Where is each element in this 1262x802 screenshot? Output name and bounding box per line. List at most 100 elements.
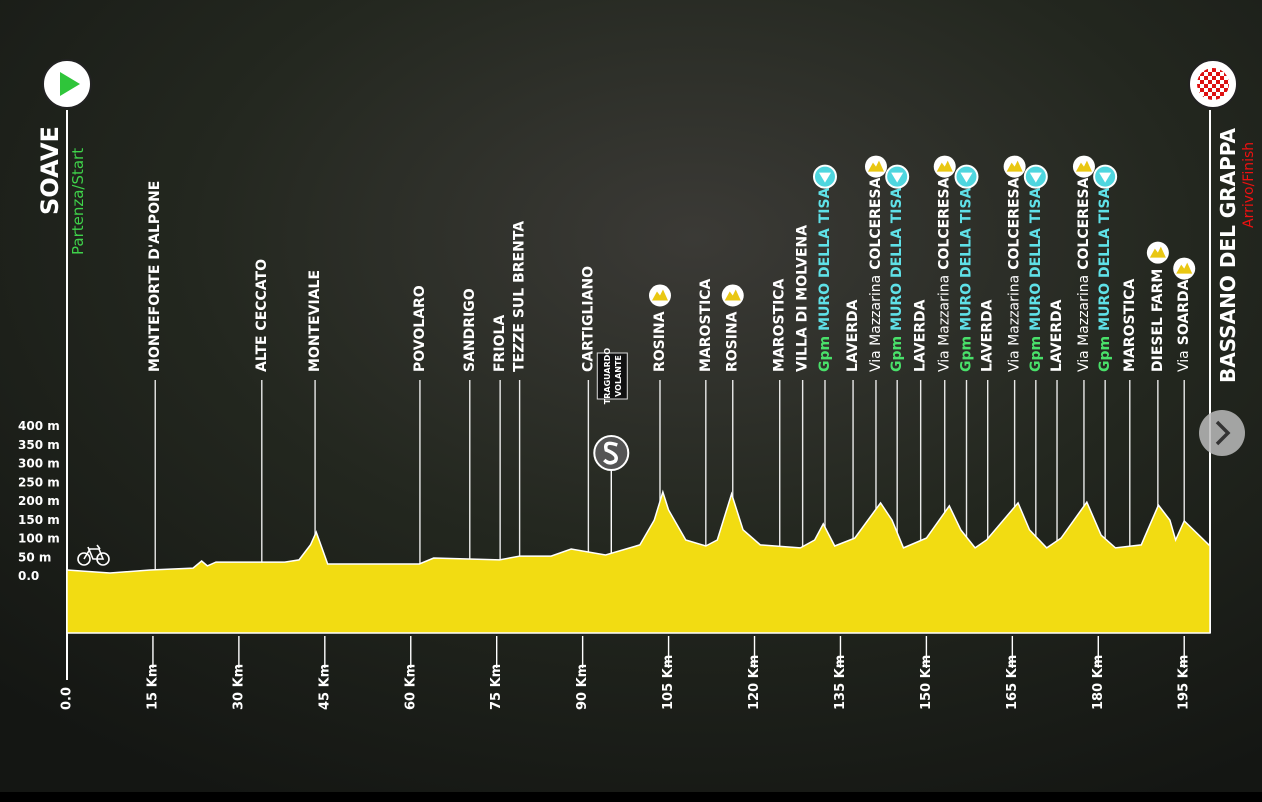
waypoint-label: DIESEL FARM (1150, 269, 1166, 372)
waypoint-label: Via Mazzarina COLCERESA (937, 177, 953, 372)
x-tick-label: 195 Km (1177, 655, 1192, 710)
waypoint-name: CARTIGLIANO (580, 266, 596, 372)
waypoint-name: SANDRIGO (462, 288, 478, 372)
climb-icon-mountain (724, 289, 741, 301)
waypoint-label: POVOLARO (412, 285, 428, 372)
x-tick-label: 75 Km (489, 664, 504, 710)
waypoint-name: MONTEFORTE D'ALPONE (147, 181, 163, 372)
x-tick-label: 60 Km (403, 664, 418, 710)
y-tick-label: 350 m (18, 438, 60, 452)
gpm-icon-arrow (1099, 172, 1112, 183)
x-tick-label: 135 Km (833, 655, 848, 710)
waypoint-label: LAVERDA (980, 299, 996, 372)
waypoint-label: Via Mazzarina COLCERESA (1007, 177, 1023, 372)
gpm-icon (885, 164, 910, 189)
x-tick-label: 45 Km (317, 664, 332, 710)
x-tick-label: 120 Km (747, 655, 762, 710)
waypoint-label: ROSINA (725, 311, 741, 372)
waypoint-name: SOARDA (1176, 279, 1192, 345)
gpm-icon-arrow (1029, 172, 1042, 183)
waypoint-label: Via Mazzarina COLCERESA (1076, 177, 1092, 372)
waypoint-name: MURO DELLA TISA (817, 187, 833, 330)
y-tick-label: 300 m (18, 457, 60, 471)
y-tick-label: 100 m (18, 532, 60, 546)
climb-icon (1146, 241, 1169, 264)
y-tick-label: 250 m (18, 475, 60, 489)
climb-icon-mountain (1176, 262, 1193, 274)
waypoint-name: LAVERDA (845, 299, 861, 372)
climb-icon-mountain (651, 289, 668, 301)
start-sub: Partenza/Start (69, 148, 87, 255)
waypoint-label: MAROSTICA (1122, 278, 1138, 372)
climb-icon (648, 284, 671, 307)
gpm-icon-arrow (818, 172, 831, 183)
waypoint-name: MURO DELLA TISA (959, 187, 975, 330)
waypoint-prefix: Via (1176, 350, 1192, 372)
waypoint-label: MONTEFORTE D'ALPONE (147, 181, 163, 372)
waypoint-name: TEZZE SUL BRENTA (512, 221, 528, 372)
waypoint-name: ALTE CECCATO (254, 259, 270, 372)
waypoint-label: Gpm MURO DELLA TISA (889, 187, 905, 372)
x-tick-label: 165 Km (1005, 655, 1020, 710)
waypoint-prefix: Via Mazzarina (1007, 275, 1023, 372)
climb-icon-mountain (1006, 160, 1023, 172)
y-tick-label: 0.0 (18, 569, 39, 583)
x-tick-label: 105 Km (661, 655, 676, 710)
waypoint-name: MONTEVIALE (307, 270, 323, 372)
y-tick-label: 200 m (18, 494, 60, 508)
waypoint-label: MAROSTICA (772, 278, 788, 372)
waypoint-label: LAVERDA (845, 299, 861, 372)
waypoint-prefix: Via Mazzarina (1076, 275, 1092, 372)
waypoint-name: POVOLARO (412, 285, 428, 372)
gpm-icon (954, 164, 979, 189)
waypoint-name: MURO DELLA TISA (889, 187, 905, 330)
finish-name: BASSANO DEL GRAPPA (1216, 127, 1240, 383)
sprint-label: VOLANTE (614, 355, 623, 397)
gpm-icon (812, 164, 837, 189)
waypoint-name: MAROSTICA (772, 278, 788, 372)
waypoint-label: Gpm MURO DELLA TISA (1028, 187, 1044, 372)
waypoint-label: ALTE CECCATO (254, 259, 270, 372)
finish-icon (1188, 59, 1238, 109)
y-tick-label: 400 m (18, 419, 60, 433)
waypoint-prefix: Gpm (817, 336, 833, 372)
waypoint-label: Gpm MURO DELLA TISA (1097, 187, 1113, 372)
waypoint-prefix: Via Mazzarina (868, 275, 884, 372)
waypoint-name: MURO DELLA TISA (1028, 187, 1044, 330)
waypoint-label: CARTIGLIANO (580, 266, 596, 372)
waypoint-label: TEZZE SUL BRENTA (512, 221, 528, 372)
x-tick-label: 30 Km (231, 664, 246, 710)
waypoint-label: Via SOARDA (1176, 279, 1192, 372)
waypoint-label: LAVERDA (913, 299, 929, 372)
waypoint-name: ROSINA (652, 311, 668, 372)
gpm-icon-arrow (891, 172, 904, 183)
gpm-icon (1093, 164, 1118, 189)
waypoint-name: MURO DELLA TISA (1097, 187, 1113, 330)
waypoint-prefix: Gpm (1097, 336, 1113, 372)
sprint-box (596, 352, 628, 400)
climb-icon (1072, 155, 1095, 178)
waypoint-name: MAROSTICA (698, 278, 714, 372)
sprint-label: TRAGUARDO (603, 348, 612, 405)
climb-icon (1173, 257, 1196, 280)
climb-icon (933, 155, 956, 178)
waypoint-name: COLCERESA (937, 177, 953, 269)
x-tick-label: 0.0 (60, 687, 75, 710)
waypoint-label: VILLA DI MOLVENA (795, 225, 811, 372)
gpm-icon-arrow (960, 172, 973, 183)
climb-icon-mountain (936, 160, 953, 172)
next-button[interactable] (1199, 410, 1245, 456)
climb-icon-mountain (1149, 246, 1166, 258)
x-tick-label: 15 Km (145, 664, 160, 710)
start-icon (42, 59, 92, 109)
waypoint-name: LAVERDA (980, 299, 996, 372)
waypoint-name: LAVERDA (1049, 299, 1065, 372)
waypoint-name: MAROSTICA (1122, 278, 1138, 372)
climb-icon-mountain (1075, 160, 1092, 172)
finish-sub: Arrivo/Finish (1241, 142, 1257, 228)
waypoint-name: ROSINA (725, 311, 741, 372)
waypoint-prefix: Gpm (959, 336, 975, 372)
climb-icon (864, 155, 887, 178)
